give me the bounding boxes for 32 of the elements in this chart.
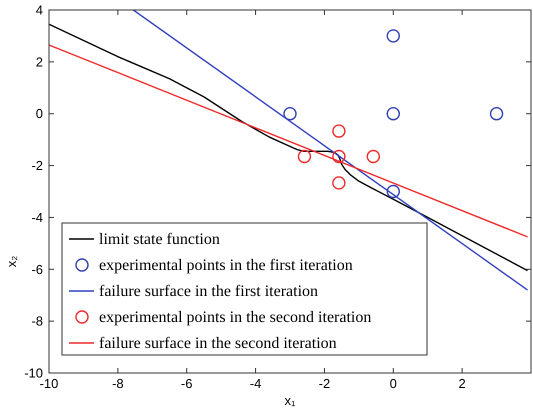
y-tick-label: -6 — [31, 262, 43, 277]
legend-label: failure surface in the first iteration — [99, 283, 318, 300]
x-tick-label: -4 — [250, 376, 262, 391]
y-tick-label: 4 — [36, 2, 43, 18]
point — [332, 124, 346, 138]
point — [386, 184, 400, 198]
x-tick-label: -2 — [318, 376, 330, 391]
legend-label: failure surface in the second iteration — [99, 335, 337, 352]
legend-label: experimental points in the second iteration — [99, 309, 372, 326]
point — [386, 29, 400, 43]
point — [386, 107, 400, 120]
x-tick-label: 0 — [390, 376, 397, 391]
legend-label: experimental points in the first iteration — [99, 257, 353, 274]
point — [490, 107, 504, 120]
x-tick-label: 2 — [458, 376, 466, 391]
point — [366, 150, 380, 164]
point — [332, 176, 346, 190]
y-tick-label: -2 — [31, 158, 43, 174]
y-axis-title: x₂ — [4, 256, 19, 268]
y-tick-label: -4 — [31, 210, 43, 225]
x-axis-title: x₁ — [284, 393, 296, 408]
y-tick-label: 0 — [36, 106, 43, 122]
y-tick-label: -10 — [24, 366, 43, 380]
x-tick-label: -6 — [180, 376, 192, 391]
point — [298, 150, 312, 164]
x-tick-label: -8 — [112, 376, 124, 391]
point — [283, 107, 297, 120]
y-tick-label: 2 — [36, 54, 43, 70]
point — [332, 150, 346, 164]
line-series — [49, 24, 528, 272]
y-tick-label: -8 — [31, 314, 43, 329]
legend-label: limit state function — [99, 231, 220, 248]
